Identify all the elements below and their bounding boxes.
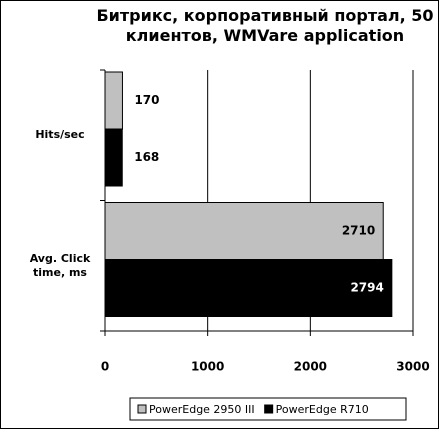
legend-swatch	[264, 404, 274, 414]
x-tick-label: 2000	[294, 360, 327, 374]
bar	[104, 71, 123, 130]
legend-label: PowerEdge R710	[276, 403, 369, 416]
bar	[104, 259, 393, 317]
x-tick-label: 1000	[191, 360, 224, 374]
legend-label: PowerEdge 2950 III	[149, 403, 255, 416]
bar	[104, 202, 384, 260]
x-tick-label: 3000	[396, 360, 429, 374]
bar	[104, 128, 123, 187]
x-tick-label: 0	[101, 360, 109, 374]
value-label: 170	[134, 93, 159, 107]
y-tick-label: Avg. Click time, ms	[29, 251, 91, 279]
legend-swatch	[137, 404, 147, 414]
y-tick-label: Hits/sec	[35, 128, 85, 142]
value-label: 2710	[342, 224, 375, 238]
value-label: 168	[134, 150, 159, 164]
chart-title: Битрикс, корпоративный портал, 50 клиент…	[96, 6, 434, 45]
value-label: 2794	[350, 281, 383, 295]
